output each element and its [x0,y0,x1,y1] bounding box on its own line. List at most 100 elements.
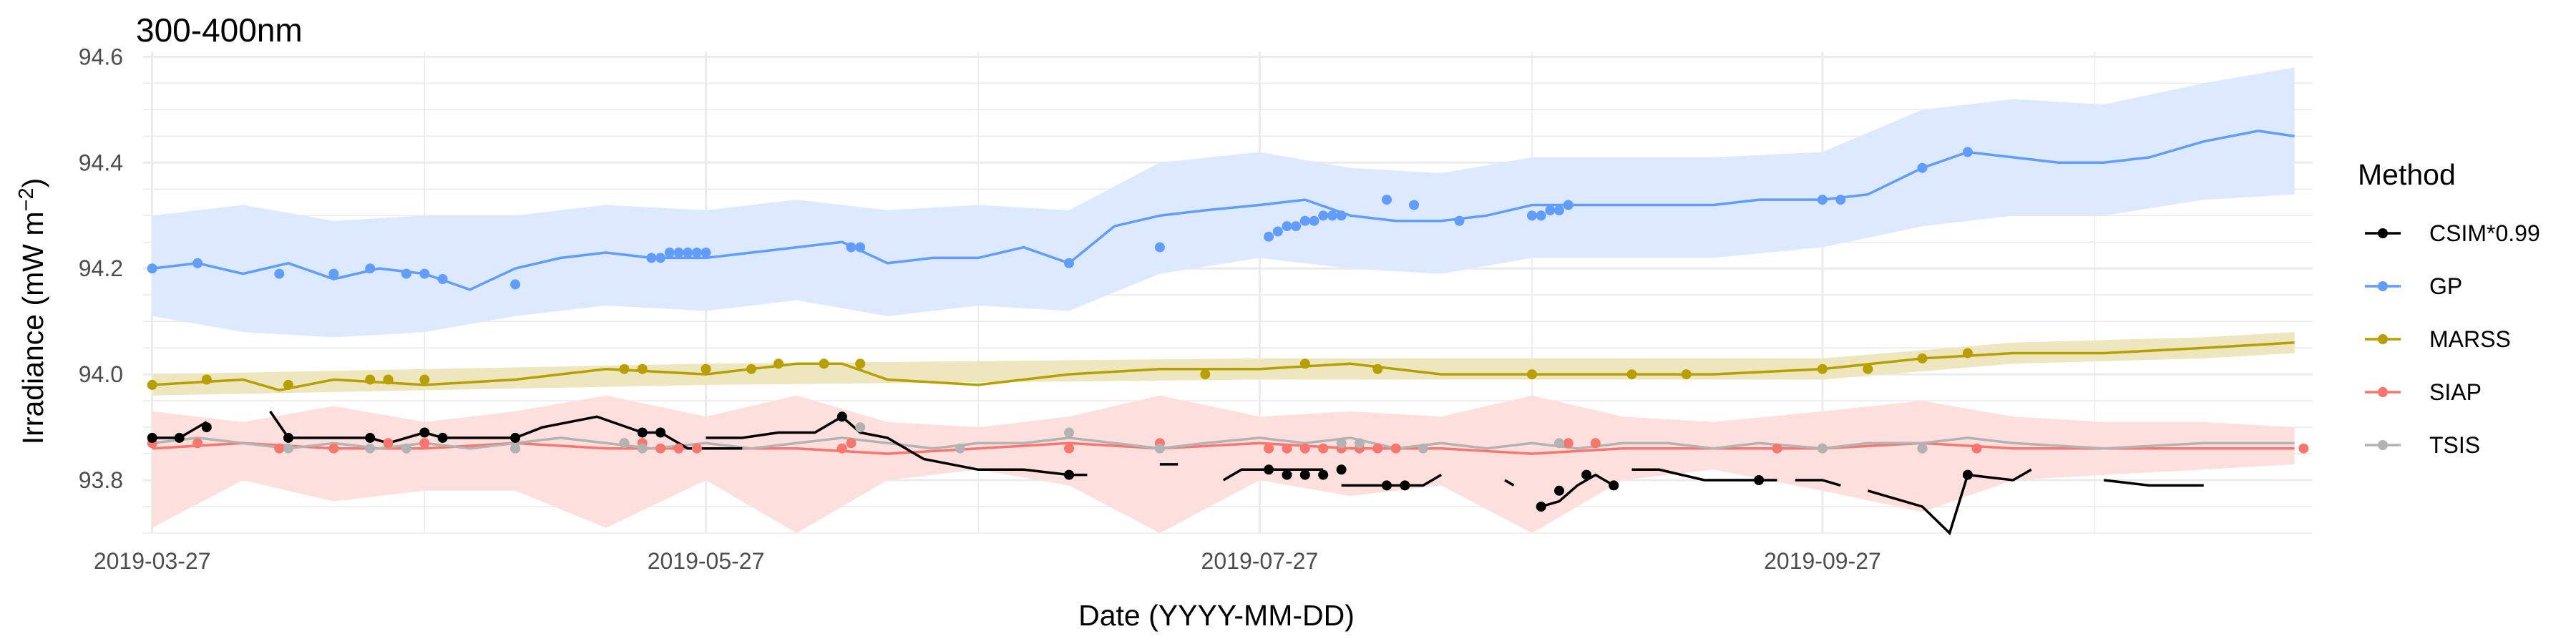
point-marss [701,364,711,374]
line-csim099 [2103,479,2204,487]
point-csim099 [283,432,293,443]
point-csim099 [1400,480,1410,491]
point-gp [1264,231,1274,242]
point-marss [383,374,394,385]
point-gp [1554,205,1564,215]
legend: Method CSIM*0.99 GP MARSS SIAP TSIS [2358,158,2540,458]
point-csim099 [1336,464,1347,475]
point-marss [1863,364,1873,374]
point-tsis [1354,438,1365,449]
point-marss [619,364,630,374]
point-gp [1545,205,1556,215]
point-csim099 [1282,469,1292,480]
series-points [147,147,2309,512]
point-gp [1309,215,1319,226]
point-csim099 [1554,485,1564,496]
point-marss [637,364,648,374]
point-csim099 [655,427,666,438]
point-csim099 [1962,469,1973,480]
point-csim099 [147,432,157,443]
legend-key-point-siap [2378,387,2388,397]
point-gp [646,253,657,263]
y-tick-label: 94.0 [79,361,123,387]
point-gp [1064,258,1074,268]
point-csim099 [1064,469,1074,480]
line-csim099 [1795,479,1841,487]
line-csim099 [1631,468,1777,482]
point-csim099 [365,432,376,443]
point-tsis [1064,427,1074,438]
point-gp [437,274,448,284]
line-csim099 [706,415,1088,477]
point-gp [1563,200,1574,210]
point-marss [746,364,756,374]
point-marss [1917,353,1928,364]
point-siap [1971,443,1982,454]
point-gp [1291,221,1302,232]
point-gp [683,248,693,258]
point-siap [383,438,394,449]
point-gp [673,248,684,258]
point-gp [1817,195,1828,205]
legend-key-point-marss [2378,334,2388,344]
point-siap [655,443,666,454]
line-marss [152,341,2295,392]
legend-title: Method [2358,158,2456,191]
band-siap [152,395,2295,533]
point-siap [1372,443,1383,454]
point-siap [419,438,430,449]
point-csim099 [1264,464,1274,475]
point-siap [328,443,339,454]
legend-key-point-csim099 [2378,228,2388,238]
x-axis-label: Date (YYYY-MM-DD) [1078,599,1355,632]
y-tick-label: 93.8 [79,467,123,493]
point-marss [283,379,293,390]
point-csim099 [510,432,521,443]
point-gp [1409,200,1420,210]
line-tsis [152,436,2295,450]
point-gp [365,263,376,274]
point-gp [1536,210,1546,221]
point-tsis [1336,438,1347,449]
point-siap [673,443,684,454]
point-tsis [283,443,293,454]
point-csim099 [637,427,648,438]
point-gp [419,268,430,279]
chart-title: 300-400nm [136,11,303,49]
point-tsis [365,443,376,454]
point-siap [1390,443,1401,454]
y-axis-label: Irradiance (mW m−2) [15,178,49,445]
point-gp [1272,226,1283,237]
point-gp [664,248,675,258]
point-marss [419,374,430,385]
axis-ticks: 2019-03-27 2019-05-27 2019-07-27 2019-09-27… [79,44,1881,574]
point-gp [1454,215,1465,226]
point-marss [819,358,829,369]
legend-label-marss: MARSS [2429,326,2511,352]
point-csim099 [1536,502,1546,512]
point-csim099 [1581,469,1592,480]
legend-key-point-gp [2378,281,2388,291]
point-csim099 [419,427,430,438]
x-tick-label: 2019-09-27 [1764,548,1881,574]
point-siap [1282,443,1292,454]
point-gp [701,248,711,258]
point-marss [774,358,784,369]
line-csim099 [1867,468,2032,536]
point-marss [1681,369,1692,380]
point-tsis [955,443,965,454]
point-tsis [619,438,630,449]
legend-key-point-tsis [2378,440,2388,450]
line-csim099 [1504,479,1515,487]
point-gp [1299,215,1310,226]
point-marss [1962,348,1973,358]
point-gp [510,279,521,290]
point-gp [1527,210,1537,221]
point-gp [274,268,285,279]
line-gp [152,130,2295,291]
point-marss [1817,364,1828,374]
point-csim099 [1754,475,1765,485]
point-gp [846,242,857,253]
point-tsis [855,422,866,433]
point-marss [147,379,157,390]
